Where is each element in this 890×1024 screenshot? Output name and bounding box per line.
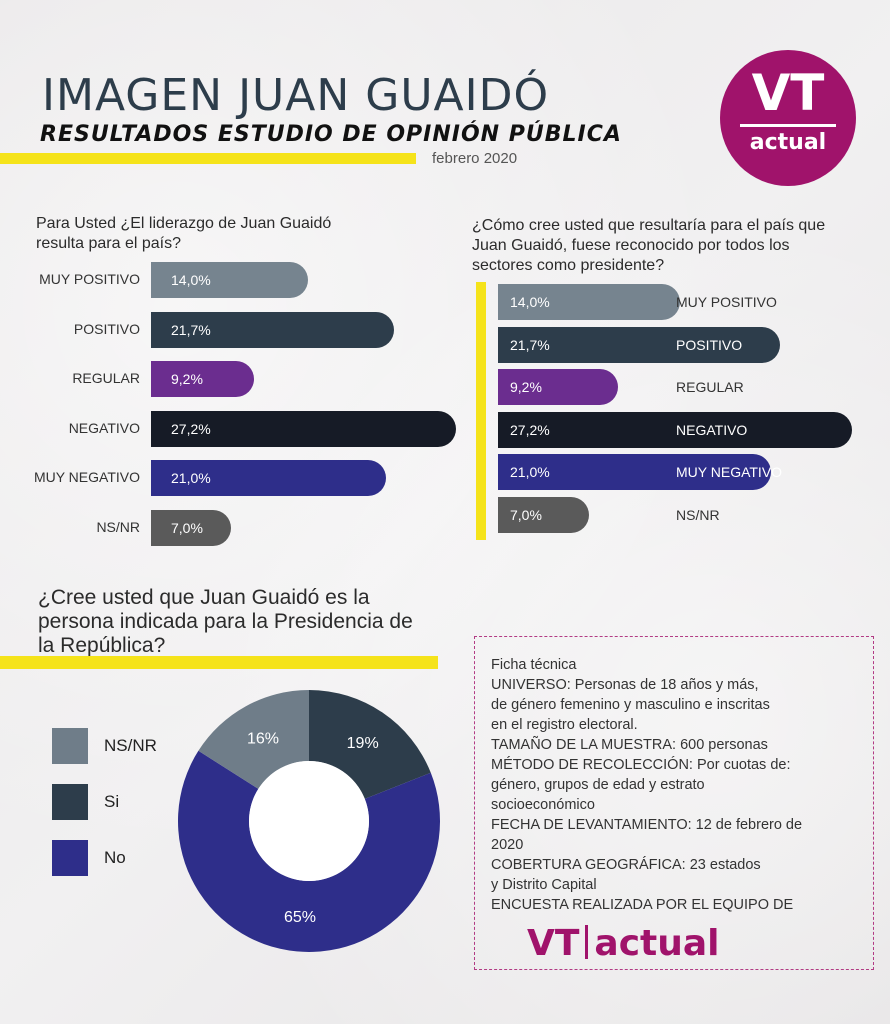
- brand-footer-actual: actual: [594, 923, 720, 964]
- page-subtitle: RESULTADOS ESTUDIO DE OPINIÓN PÚBLICA: [40, 122, 622, 147]
- chart1-value-muy-negativo: 21,0%: [171, 470, 211, 487]
- legend-swatch-no: [52, 840, 88, 876]
- ficha-tecnica-box: Ficha técnica UNIVERSO: Personas de 18 añ…: [474, 636, 874, 970]
- chart1-bar-muy-negativo: 21,0%: [151, 460, 387, 497]
- donut-hole: [249, 761, 369, 881]
- chart3-legend: NS/NR Si No: [52, 728, 192, 888]
- ficha-line: TAMAÑO DE LA MUESTRA: 600 personas: [491, 737, 768, 753]
- chart2-bar-regular: 9,2%: [498, 369, 618, 406]
- chart2-value-ns-nr: 7,0%: [510, 507, 542, 523]
- ficha-line: y Distrito Capital: [491, 877, 597, 893]
- ficha-line: COBERTURA GEOGRÁFICA: 23 estados: [491, 857, 761, 873]
- chart1-bar-positivo: 21,7%: [151, 311, 395, 348]
- ficha-line: en el registro electoral.: [491, 717, 638, 733]
- donut-slice-ns-nr: [198, 690, 309, 789]
- donut-label-si: 19%: [347, 735, 379, 752]
- chart2-value-muy-positivo: 14,0%: [510, 294, 550, 310]
- donut-slice-si: [309, 690, 431, 799]
- ficha-line: de género femenino y masculino e inscrit…: [491, 697, 770, 713]
- chart2-label-negativo: NEGATIVO: [676, 421, 748, 438]
- chart2-question: ¿Cómo cree usted que resultaría para el …: [472, 217, 826, 274]
- chart2-reconocimiento: 14,0% MUY POSITIVO 21,7% POSITIVO 9,2% REGULA…: [0, 284, 890, 544]
- chart1-value-positivo: 21,7%: [171, 321, 211, 338]
- ficha-line: MÉTODO DE RECOLECCIÓN: Por cuotas de:: [491, 757, 791, 773]
- chart2-value-muy-negativo: 21,0%: [510, 464, 550, 481]
- chart1-value-ns-nr: 7,0%: [171, 520, 203, 536]
- chart2-bar-ns-nr: 7,0%: [498, 497, 590, 533]
- chart1-label-regular: REGULAR: [72, 370, 140, 387]
- header-underline: [0, 153, 416, 164]
- ficha-line: FECHA DE LEVANTAMIENTO: 12 de febrero de: [491, 817, 803, 833]
- chart1-value-negativo: 27,2%: [171, 420, 211, 437]
- legend-label-no: No: [104, 848, 126, 867]
- chart2-label-regular: REGULAR: [676, 379, 744, 396]
- chart2-bar-muy-negativo: 21,0%: [498, 454, 772, 491]
- chart1-value-regular: 9,2%: [171, 371, 203, 388]
- chart1-label-positivo: POSITIVO: [73, 320, 140, 337]
- chart2-label-ns-nr: NS/NR: [676, 507, 720, 523]
- brand-footer-vt: VT: [527, 923, 580, 964]
- ficha-heading: Ficha técnica: [491, 657, 577, 673]
- chart2-label-positivo: POSITIVO: [676, 336, 743, 353]
- chart2-yellow-axis: [476, 282, 486, 540]
- page-title: IMAGEN JUAN GUAIDÓ: [42, 70, 550, 121]
- chart2-value-negativo: 27,2%: [510, 421, 550, 438]
- brand-footer-divider: [585, 925, 589, 959]
- ficha-line: UNIVERSO: Personas de 18 años y más,: [491, 677, 759, 693]
- ficha-line: género, grupos de edad y estrato: [491, 777, 705, 793]
- brand-footer: VT actual: [527, 923, 720, 964]
- chart1-label-muy-positivo: MUY POSITIVO: [39, 271, 140, 287]
- legend-label-si: Si: [104, 792, 120, 811]
- chart1-label-negativo: NEGATIVO: [68, 419, 140, 436]
- donut-label-ns-nr: 16%: [247, 730, 279, 747]
- donut-label-no: 65%: [284, 909, 316, 926]
- chart2-value-regular: 9,2%: [510, 379, 542, 396]
- legend-label-ns-nr: NS/NR: [104, 736, 157, 755]
- logo-text-vt: VT: [751, 64, 825, 122]
- chart1-liderazgo: MUY POSITIVO 14,0% POSITIVO 21,7% REGULAR 9,2…: [0, 262, 470, 562]
- ficha-tecnica-lines: Ficha técnica UNIVERSO: Personas de 18 añ…: [491, 655, 802, 915]
- ficha-line: 2020: [491, 837, 524, 853]
- vt-actual-logo: VT actual: [720, 50, 856, 186]
- donut-slice-no: [178, 750, 440, 952]
- chart2-bar-negativo: 27,2%: [498, 411, 852, 448]
- ficha-line: ENCUESTA REALIZADA POR EL EQUIPO DE: [491, 897, 794, 913]
- chart3-donut: 19% 65% 16%: [178, 690, 440, 952]
- chart3-question: ¿Cree usted que Juan Guaidó es la person…: [38, 586, 413, 657]
- chart2-label-muy-negativo: MUY NEGATIVO: [676, 464, 783, 481]
- chart1-label-ns-nr: NS/NR: [96, 519, 140, 535]
- survey-date: febrero 2020: [432, 150, 518, 167]
- chart1-bar-regular: 9,2%: [151, 361, 255, 398]
- chart1-label-muy-negativo: MUY NEGATIVO: [33, 469, 140, 486]
- logo-separator: [740, 124, 836, 127]
- legend-swatch-si: [52, 784, 88, 820]
- chart1-question: Para Usted ¿El liderazgo de Juan Guaidó …: [36, 215, 332, 252]
- chart1-value-muy-positivo: 14,0%: [171, 272, 211, 288]
- ficha-line: socioeconómico: [491, 797, 595, 813]
- chart2-label-muy-positivo: MUY POSITIVO: [676, 294, 777, 310]
- chart2-bar-positivo: 21,7%: [498, 326, 781, 363]
- logo-text-actual: actual: [749, 130, 827, 155]
- chart1-bar-muy-positivo: 14,0%: [151, 262, 308, 298]
- chart1-bar-ns-nr: 7,0%: [151, 510, 231, 546]
- chart2-value-positivo: 21,7%: [510, 336, 550, 353]
- chart1-bar-negativo: 27,2%: [151, 410, 456, 447]
- chart2-bar-muy-positivo: 14,0%: [498, 284, 681, 320]
- legend-swatch-ns-nr: [52, 728, 88, 764]
- chart3-underline: [0, 656, 438, 669]
